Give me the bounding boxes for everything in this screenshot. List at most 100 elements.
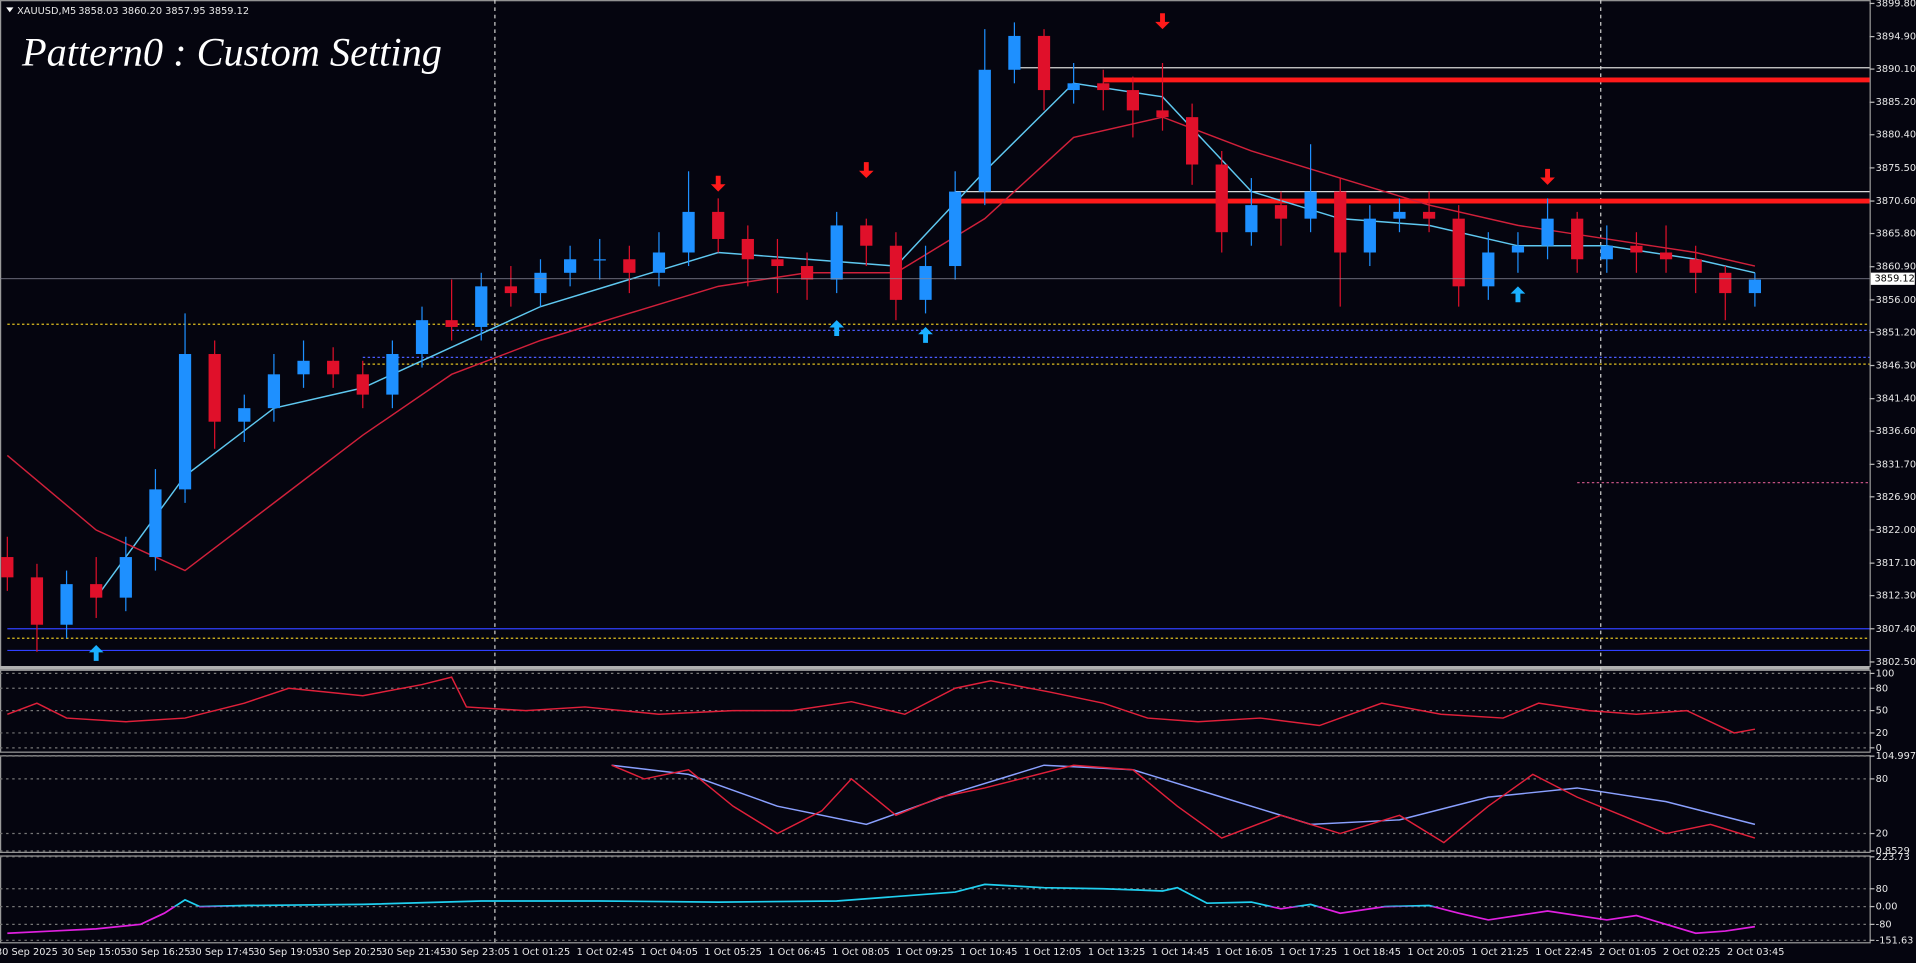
y-tick-label: 0.00 bbox=[1876, 902, 1898, 913]
candle-body bbox=[1659, 252, 1673, 260]
candle-body bbox=[1482, 252, 1495, 287]
last-price-tag bbox=[1870, 272, 1915, 285]
y-tick-label: 50 bbox=[1876, 706, 1888, 717]
candle-body bbox=[504, 286, 517, 294]
candle-body bbox=[1363, 218, 1376, 253]
x-tick-label: 1 Oct 21:25 bbox=[1471, 947, 1528, 958]
y-tick-label: 3890.10 bbox=[1876, 64, 1916, 75]
signal-arrow bbox=[829, 320, 845, 337]
y-tick-label: 3841.40 bbox=[1876, 394, 1916, 405]
candle-body bbox=[593, 259, 606, 261]
y-tick-label: 3880.40 bbox=[1876, 130, 1916, 141]
x-tick-label: 1 Oct 04:05 bbox=[641, 947, 698, 958]
y-tick-label: 3856.00 bbox=[1876, 295, 1916, 306]
candle-body bbox=[1097, 83, 1110, 91]
candle-body bbox=[860, 225, 873, 246]
candle-body bbox=[1008, 35, 1021, 70]
y-tick-label: 0.8529 bbox=[1876, 846, 1910, 857]
candle-body bbox=[445, 320, 458, 327]
candle-body bbox=[415, 320, 429, 355]
x-tick-label: 1 Oct 16:05 bbox=[1216, 947, 1273, 958]
y-tick-label: 80 bbox=[1876, 884, 1888, 895]
line-below bbox=[7, 906, 1756, 935]
candle-body bbox=[60, 584, 73, 625]
x-tick-label: 1 Oct 18:45 bbox=[1344, 947, 1401, 958]
chart-title: Pattern0 : Custom Setting bbox=[21, 30, 442, 75]
x-tick-label: 2 Oct 03:45 bbox=[1727, 947, 1784, 958]
y-tick-label: 3860.90 bbox=[1876, 262, 1916, 273]
panel-frame bbox=[0, 855, 1871, 944]
candle-body bbox=[1511, 245, 1525, 253]
candle-body bbox=[297, 360, 310, 375]
x-tick-label: 30 Sep 19:05 bbox=[253, 947, 318, 958]
quote: 3858.03 3860.20 3857.95 3859.12 bbox=[78, 6, 249, 17]
signal-arrow bbox=[1510, 286, 1526, 303]
x-tick-label: 30 Sep 17:45 bbox=[189, 947, 254, 958]
menu-triangle[interactable] bbox=[6, 7, 14, 13]
y-tick-label: 100 bbox=[1876, 668, 1895, 679]
candle-body bbox=[682, 211, 695, 253]
x-tick-label: 30 Sep 20:25 bbox=[317, 947, 382, 958]
x-tick-label: 30 Sep 21:45 bbox=[381, 947, 446, 958]
y-tick-label: 3899.80 bbox=[1876, 0, 1916, 9]
y-tick-label: 3865.80 bbox=[1876, 229, 1916, 240]
y-tick-label: 3870.60 bbox=[1876, 196, 1916, 207]
candle-body bbox=[1541, 218, 1554, 246]
y-tick-label: 3851.20 bbox=[1876, 327, 1916, 338]
y-tick-label: 3817.10 bbox=[1876, 558, 1916, 569]
y-tick-label: 20 bbox=[1876, 728, 1888, 739]
candle-body bbox=[741, 238, 754, 260]
candle-body bbox=[1422, 211, 1436, 219]
x-tick-label: 1 Oct 01:25 bbox=[513, 947, 570, 958]
candle-body bbox=[830, 225, 843, 280]
candle-body bbox=[1393, 211, 1406, 219]
candle-body bbox=[90, 584, 103, 598]
x-tick-label: 1 Oct 20:05 bbox=[1407, 947, 1464, 958]
y-tick-label: 80 bbox=[1876, 683, 1888, 694]
candle-body bbox=[356, 374, 369, 395]
candle-body bbox=[149, 489, 162, 558]
candle-body bbox=[208, 354, 221, 422]
candle-body bbox=[475, 286, 488, 327]
candle-body bbox=[178, 354, 192, 490]
candle-body bbox=[919, 266, 932, 300]
y-tick-label: 3846.30 bbox=[1876, 361, 1916, 372]
candle-body bbox=[386, 354, 399, 395]
x-tick-label: 2 Oct 02:25 bbox=[1663, 947, 1720, 958]
candle-body bbox=[978, 69, 991, 192]
candle-body bbox=[1719, 272, 1732, 294]
signal-arrow bbox=[1155, 13, 1170, 30]
candle-body bbox=[889, 245, 903, 300]
x-tick-label: 1 Oct 12:05 bbox=[1024, 947, 1081, 958]
y-tick-label: 3875.50 bbox=[1876, 163, 1916, 174]
candle-body bbox=[712, 211, 725, 239]
candle-body bbox=[30, 577, 44, 625]
candle-body bbox=[1, 557, 14, 578]
x-tick-label: 1 Oct 10:45 bbox=[960, 947, 1017, 958]
x-tick-label: 1 Oct 02:45 bbox=[577, 947, 634, 958]
candle-body bbox=[1304, 191, 1317, 219]
y-tick-label: 3885.20 bbox=[1876, 97, 1916, 108]
x-tick-label: 1 Oct 08:05 bbox=[832, 947, 889, 958]
x-tick-label: 1 Oct 22:45 bbox=[1535, 947, 1592, 958]
x-tick-label: 1 Oct 05:25 bbox=[704, 947, 761, 958]
last-price-label: 3859.12 bbox=[1874, 274, 1914, 285]
x-tick-label: 1 Oct 17:25 bbox=[1280, 947, 1337, 958]
x-tick-label: 30 Sep 16:25 bbox=[125, 947, 190, 958]
line-above bbox=[173, 883, 1437, 907]
candle-body bbox=[800, 266, 814, 280]
candle-body bbox=[1630, 245, 1643, 253]
x-tick-label: 1 Oct 13:25 bbox=[1088, 947, 1145, 958]
x-tick-label: 30 Sep 2025 bbox=[0, 947, 58, 958]
candle-body bbox=[1037, 35, 1051, 91]
y-tick-label: -151.63 bbox=[1876, 935, 1914, 946]
candle-body bbox=[1452, 218, 1465, 287]
candle-body bbox=[771, 259, 784, 267]
signal-arrow bbox=[1540, 168, 1555, 185]
line bbox=[7, 676, 1756, 734]
y-tick-label: 3822.00 bbox=[1876, 525, 1916, 536]
candle-body bbox=[1186, 117, 1199, 165]
y-tick-label: 3836.60 bbox=[1876, 426, 1916, 437]
